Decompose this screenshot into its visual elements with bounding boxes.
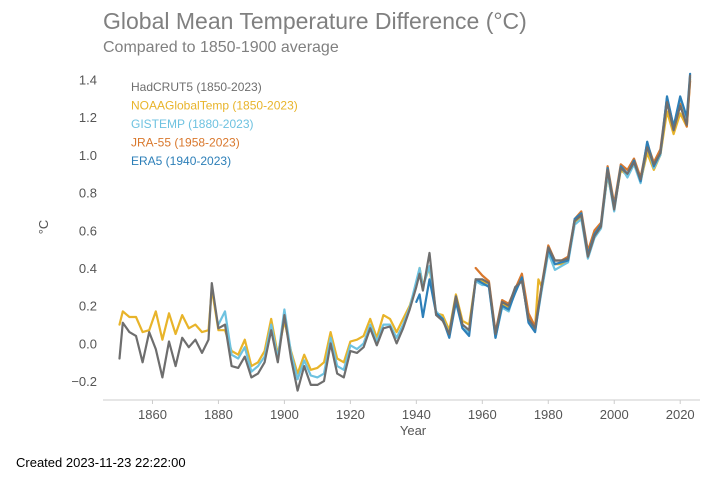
x-tick-label: 1860 xyxy=(138,407,167,422)
y-tick-label: 0.4 xyxy=(79,261,97,276)
series-line-jra-55 xyxy=(474,80,692,334)
y-tick-label: 1.2 xyxy=(79,110,97,125)
x-tick-label: 2000 xyxy=(600,407,629,422)
y-tick-label: −0.2 xyxy=(71,374,97,389)
legend-entry: ERA5 (1940-2023) xyxy=(131,154,231,168)
legend-entry: GISTEMP (1880-2023) xyxy=(131,117,254,131)
chart-title: Global Mean Temperature Difference (°C) xyxy=(103,8,527,34)
x-tick-label: 1880 xyxy=(204,407,233,422)
y-tick-label: 0.8 xyxy=(79,186,97,201)
y-tick-label: 0.6 xyxy=(79,223,97,238)
legend-entry: JRA-55 (1958-2023) xyxy=(131,136,240,150)
created-timestamp: Created 2023-11-23 22:22:00 xyxy=(16,455,186,470)
axes: 1860 1880 1900 1920 1940 1960 1980 2000 2020 −0.2… xyxy=(71,72,700,422)
x-tick-label: 1960 xyxy=(468,407,497,422)
temperature-chart: Global Mean Temperature Difference (°C) … xyxy=(36,8,700,438)
y-axis-label: °C xyxy=(36,220,51,235)
x-axis-label: Year xyxy=(400,423,427,438)
x-tick-label: 2020 xyxy=(666,407,695,422)
series-line-gistemp xyxy=(217,76,692,381)
legend-entry: HadCRUT5 (1850-2023) xyxy=(131,80,262,94)
chart-subtitle: Compared to 1850-1900 average xyxy=(103,39,339,56)
x-tick-label: 1980 xyxy=(534,407,563,422)
y-tick-label: 0.2 xyxy=(79,299,97,314)
series-line-hadcrut5 xyxy=(118,74,692,392)
y-tick-label: 0.0 xyxy=(79,336,97,351)
y-tick-label: 1.4 xyxy=(79,72,97,87)
y-tick-label: 1.0 xyxy=(79,148,97,163)
legend-entry: NOAAGlobalTemp (1850-2023) xyxy=(131,99,298,113)
series-lines xyxy=(118,72,692,392)
x-tick-label: 1900 xyxy=(270,407,299,422)
x-tick-label: 1920 xyxy=(336,407,365,422)
x-tick-label: 1940 xyxy=(402,407,431,422)
legend: HadCRUT5 (1850-2023) NOAAGlobalTemp (1850… xyxy=(131,80,298,168)
